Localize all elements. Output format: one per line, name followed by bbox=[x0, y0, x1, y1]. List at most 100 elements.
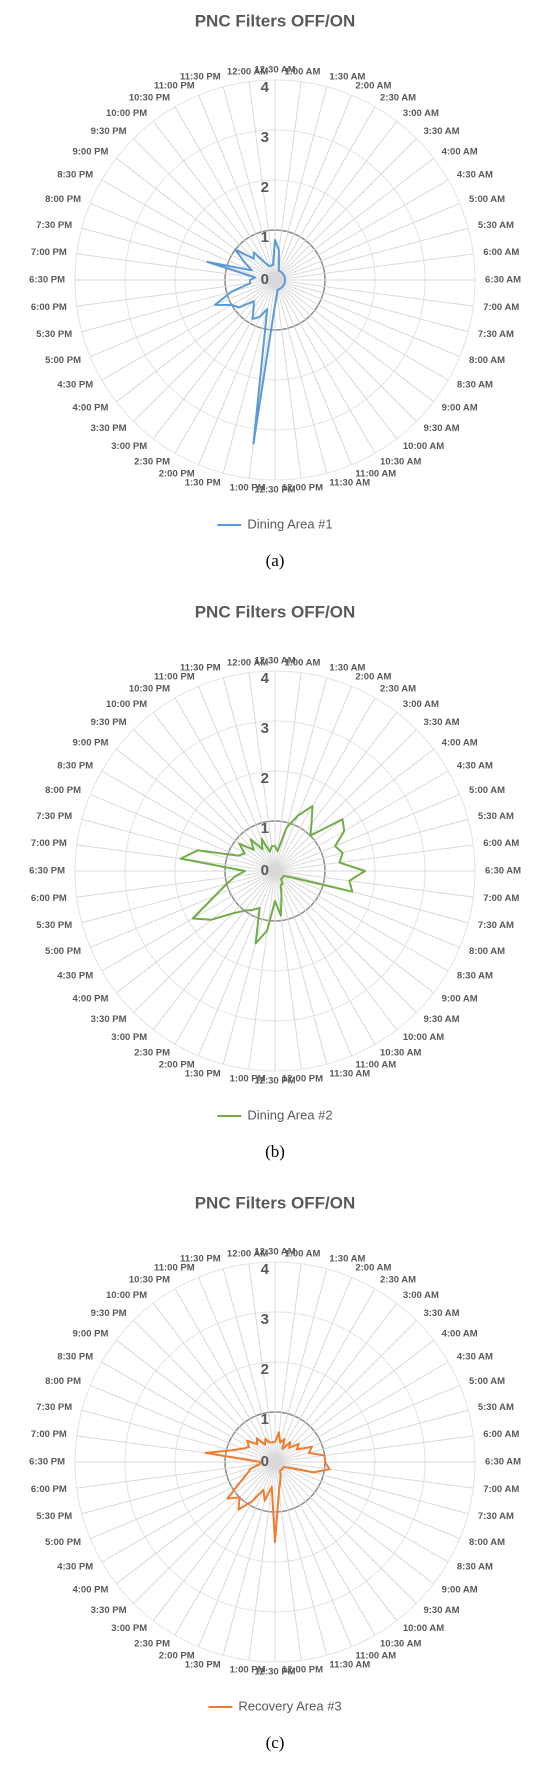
category-label: 1:00 PM bbox=[230, 483, 266, 494]
category-label: 1:00 PM bbox=[230, 1074, 266, 1085]
category-label: 5:00 PM bbox=[45, 946, 81, 957]
radial-tick-label: 4 bbox=[261, 670, 270, 687]
category-label: 11:00 AM bbox=[355, 1060, 396, 1071]
spoke bbox=[274, 86, 328, 281]
spoke bbox=[174, 1288, 276, 1463]
category-label: 8:00 PM bbox=[45, 194, 81, 205]
category-label: 8:00 PM bbox=[45, 1376, 81, 1387]
category-label: 2:00 AM bbox=[355, 81, 391, 92]
spoke bbox=[152, 712, 276, 872]
spoke bbox=[90, 279, 276, 357]
spoke bbox=[174, 106, 276, 281]
category-label: 3:00 AM bbox=[403, 699, 439, 710]
category-label: 12:30 AM bbox=[254, 65, 295, 76]
spoke bbox=[152, 1303, 276, 1463]
category-label: 3:30 AM bbox=[423, 126, 459, 137]
spoke bbox=[101, 770, 276, 872]
category-label: 6:30 AM bbox=[485, 275, 521, 286]
spoke bbox=[116, 279, 276, 403]
category-label: 10:30 AM bbox=[380, 456, 421, 467]
category-label: 4:30 PM bbox=[57, 380, 93, 391]
spoke bbox=[274, 870, 398, 1030]
category-label: 5:00 AM bbox=[469, 785, 505, 796]
category-label: 11:30 AM bbox=[329, 477, 370, 488]
category-label: 4:30 PM bbox=[57, 1562, 93, 1573]
spoke bbox=[274, 748, 434, 872]
category-label: 5:30 PM bbox=[36, 329, 72, 340]
spoke bbox=[274, 279, 398, 439]
category-label: 10:00 PM bbox=[106, 1290, 147, 1301]
category-label: 3:30 PM bbox=[91, 1014, 127, 1025]
category-label: 4:00 AM bbox=[442, 1329, 478, 1340]
category-label: 3:30 AM bbox=[423, 1308, 459, 1319]
radial-tick-label: 4 bbox=[261, 1261, 270, 1278]
spoke bbox=[133, 729, 276, 872]
category-label: 4:00 PM bbox=[72, 993, 108, 1004]
spoke bbox=[81, 818, 276, 872]
spoke bbox=[274, 1320, 417, 1463]
category-label: 5:00 PM bbox=[45, 355, 81, 366]
spoke bbox=[274, 279, 449, 381]
category-label: 10:00 AM bbox=[403, 1032, 444, 1043]
spoke bbox=[274, 1288, 376, 1463]
category-label: 5:30 PM bbox=[36, 920, 72, 931]
category-label: 2:00 AM bbox=[355, 1263, 391, 1274]
category-label: 4:00 PM bbox=[72, 1584, 108, 1595]
spoke bbox=[274, 1461, 398, 1621]
category-label: 12:30 PM bbox=[254, 485, 295, 496]
category-label: 11:00 PM bbox=[154, 81, 195, 92]
category-label: 6:00 PM bbox=[31, 893, 67, 904]
spoke bbox=[274, 677, 328, 872]
spoke bbox=[81, 1409, 276, 1463]
spoke bbox=[274, 106, 376, 281]
spoke bbox=[133, 138, 276, 281]
spoke bbox=[274, 1277, 352, 1463]
category-label: 12:00 PM bbox=[282, 1074, 323, 1085]
spoke bbox=[274, 1339, 434, 1463]
category-label: 1:00 AM bbox=[284, 1248, 320, 1259]
category-label: 11:30 PM bbox=[180, 1254, 221, 1265]
category-label: 6:00 AM bbox=[483, 838, 519, 849]
category-label: 8:00 AM bbox=[469, 355, 505, 366]
category-label: 11:00 PM bbox=[154, 1263, 195, 1274]
spoke bbox=[274, 686, 352, 872]
category-label: 11:00 AM bbox=[355, 1651, 396, 1662]
spoke bbox=[101, 870, 276, 972]
spoke bbox=[101, 179, 276, 281]
category-label: 1:30 AM bbox=[329, 72, 365, 83]
category-label: 7:30 PM bbox=[36, 220, 72, 231]
spoke bbox=[174, 870, 276, 1045]
chart-title: PNC Filters OFF/ON bbox=[195, 602, 356, 621]
spoke bbox=[274, 870, 302, 1070]
spoke bbox=[274, 818, 469, 872]
legend-label: Dining Area #2 bbox=[247, 1107, 332, 1122]
spoke bbox=[248, 870, 276, 1070]
spoke bbox=[274, 870, 449, 972]
spoke bbox=[116, 157, 276, 281]
category-label: 9:00 AM bbox=[442, 1584, 478, 1595]
category-label: 5:30 AM bbox=[478, 220, 514, 231]
spoke bbox=[76, 1435, 276, 1463]
spoke bbox=[274, 279, 376, 454]
category-label: 6:30 PM bbox=[29, 1457, 65, 1468]
category-label: 2:00 PM bbox=[159, 1060, 195, 1071]
category-label: 4:30 AM bbox=[457, 761, 493, 772]
category-label: 12:00 PM bbox=[282, 1665, 323, 1676]
category-label: 7:00 AM bbox=[483, 302, 519, 313]
spoke bbox=[274, 870, 352, 1056]
spoke bbox=[76, 279, 276, 307]
radial-tick-label: 3 bbox=[261, 720, 269, 737]
category-label: 11:00 AM bbox=[355, 469, 396, 480]
spoke bbox=[90, 870, 276, 948]
category-label: 1:30 PM bbox=[185, 477, 221, 488]
category-label: 5:30 PM bbox=[36, 1511, 72, 1522]
legend-label: Dining Area #1 bbox=[247, 516, 332, 531]
radial-tick-label: 1 bbox=[261, 229, 269, 246]
category-label: 1:30 AM bbox=[329, 663, 365, 674]
category-label: 8:30 AM bbox=[457, 380, 493, 391]
category-label: 4:00 AM bbox=[442, 147, 478, 158]
category-label: 9:00 PM bbox=[72, 738, 108, 749]
spoke bbox=[274, 870, 376, 1045]
